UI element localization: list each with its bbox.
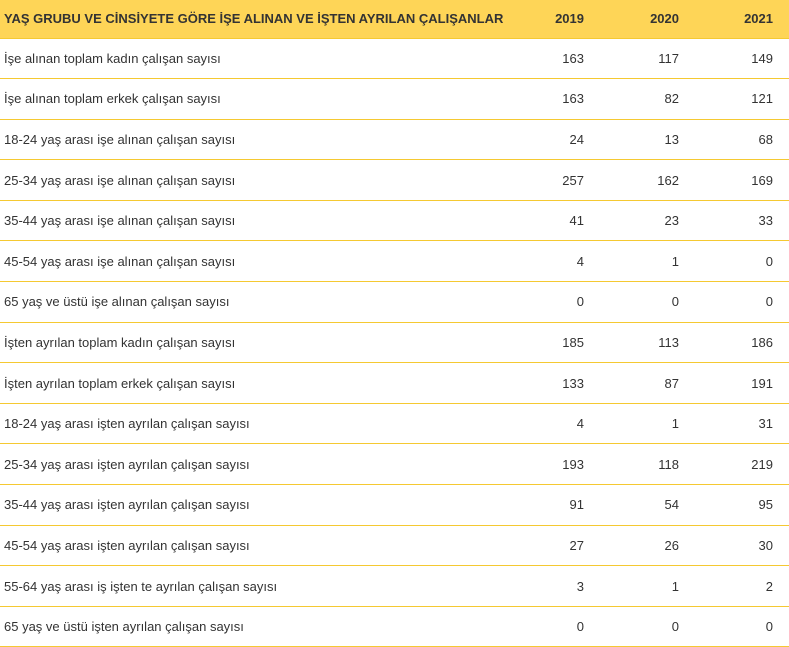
cell-2019: 91 — [569, 497, 584, 513]
table-body: İşe alınan toplam kadın çalışan sayısı 1… — [0, 38, 789, 647]
cell-2021: 169 — [751, 172, 773, 188]
cell-2021: 0 — [765, 294, 773, 310]
cell-2021: 30 — [758, 537, 773, 553]
cell-2020: 23 — [664, 213, 679, 229]
header-year-2020: 2020 — [650, 11, 679, 27]
cell-2021: 68 — [758, 131, 773, 147]
row-label: 25-34 yaş arası işe alınan çalışan sayıs… — [4, 172, 236, 188]
cell-2019: 0 — [576, 294, 584, 310]
table-row: 65 yaş ve üstü işten ayrılan çalışan say… — [0, 606, 789, 647]
cell-2020: 26 — [664, 537, 679, 553]
table-row: İşten ayrılan toplam kadın çalışan sayıs… — [0, 322, 789, 363]
table-row: 25-34 yaş arası işe alınan çalışan sayıs… — [0, 159, 789, 201]
row-label: 25-34 yaş arası işten ayrılan çalışan sa… — [4, 456, 250, 472]
cell-2020: 54 — [664, 497, 679, 513]
cell-2019: 0 — [576, 619, 584, 635]
row-label: 55-64 yaş arası iş işten te ayrılan çalı… — [4, 578, 278, 594]
cell-2021: 186 — [751, 334, 773, 350]
cell-2021: 33 — [758, 213, 773, 229]
cell-2021: 0 — [765, 619, 773, 635]
table-row: 45-54 yaş arası işe alınan çalışan sayıs… — [0, 240, 789, 282]
row-label: 35-44 yaş arası işe alınan çalışan sayıs… — [4, 213, 236, 229]
cell-2019: 27 — [569, 537, 584, 553]
table-row: 35-44 yaş arası işe alınan çalışan sayıs… — [0, 200, 789, 241]
header-title: YAŞ GRUBU VE CİNSİYETE GÖRE İŞE ALINAN V… — [4, 11, 504, 27]
cell-2019: 185 — [562, 334, 584, 350]
cell-2019: 193 — [562, 456, 584, 472]
cell-2019: 4 — [576, 253, 584, 269]
row-label: İşten ayrılan toplam erkek çalışan sayıs… — [4, 375, 236, 391]
row-label: 18-24 yaş arası işten ayrılan çalışan sa… — [4, 416, 250, 432]
cell-2020: 113 — [658, 334, 679, 350]
cell-2019: 3 — [576, 578, 584, 594]
cell-2021: 0 — [765, 253, 773, 269]
cell-2021: 95 — [758, 497, 773, 513]
cell-2019: 257 — [562, 172, 584, 188]
cell-2020: 118 — [658, 456, 679, 472]
table-row: İşten ayrılan toplam erkek çalışan sayıs… — [0, 362, 789, 404]
row-label: 45-54 yaş arası işten ayrılan çalışan sa… — [4, 537, 250, 553]
cell-2021: 2 — [765, 578, 773, 594]
row-label: 65 yaş ve üstü işe alınan çalışan sayısı — [4, 294, 230, 310]
table-row: 65 yaş ve üstü işe alınan çalışan sayısı… — [0, 281, 789, 323]
cell-2020: 87 — [664, 375, 679, 391]
cell-2019: 41 — [569, 213, 584, 229]
cell-2021: 31 — [758, 416, 773, 432]
cell-2019: 24 — [569, 131, 584, 147]
cell-2019: 163 — [562, 50, 584, 66]
table-header: YAŞ GRUBU VE CİNSİYETE GÖRE İŞE ALINAN V… — [0, 0, 789, 38]
row-label: 35-44 yaş arası işten ayrılan çalışan sa… — [4, 497, 250, 513]
table-row: 25-34 yaş arası işten ayrılan çalışan sa… — [0, 443, 789, 485]
cell-2019: 163 — [562, 91, 584, 107]
table-row: 45-54 yaş arası işten ayrılan çalışan sa… — [0, 525, 789, 566]
cell-2020: 82 — [664, 91, 679, 107]
row-label: İşten ayrılan toplam kadın çalışan sayıs… — [4, 334, 236, 350]
header-year-2019: 2019 — [555, 11, 584, 27]
header-row: YAŞ GRUBU VE CİNSİYETE GÖRE İŞE ALINAN V… — [0, 0, 789, 38]
cell-2021: 191 — [751, 375, 773, 391]
cell-2020: 0 — [671, 619, 679, 635]
cell-2019: 4 — [576, 416, 584, 432]
cell-2020: 0 — [671, 294, 679, 310]
header-year-2021: 2021 — [744, 11, 773, 27]
cell-2020: 1 — [671, 416, 679, 432]
cell-2020: 13 — [664, 131, 679, 147]
cell-2021: 121 — [751, 91, 773, 107]
cell-2020: 117 — [658, 50, 679, 66]
table-row: 35-44 yaş arası işten ayrılan çalışan sa… — [0, 484, 789, 526]
table-row: 18-24 yaş arası işten ayrılan çalışan sa… — [0, 403, 789, 444]
row-label: İşe alınan toplam erkek çalışan sayısı — [4, 91, 221, 107]
table-row: İşe alınan toplam kadın çalışan sayısı 1… — [0, 38, 789, 79]
cell-2020: 1 — [671, 578, 679, 594]
table-row: 18-24 yaş arası işe alınan çalışan sayıs… — [0, 119, 789, 160]
table-row: 55-64 yaş arası iş işten te ayrılan çalı… — [0, 565, 789, 607]
row-label: 45-54 yaş arası işe alınan çalışan sayıs… — [4, 253, 236, 269]
row-label: 18-24 yaş arası işe alınan çalışan sayıs… — [4, 131, 236, 147]
cell-2020: 1 — [671, 253, 679, 269]
row-label: 65 yaş ve üstü işten ayrılan çalışan say… — [4, 619, 244, 635]
cell-2019: 133 — [562, 375, 584, 391]
cell-2021: 149 — [751, 50, 773, 66]
cell-2020: 162 — [657, 172, 679, 188]
row-label: İşe alınan toplam kadın çalışan sayısı — [4, 50, 221, 66]
table-row: İşe alınan toplam erkek çalışan sayısı 1… — [0, 78, 789, 120]
cell-2021: 219 — [751, 456, 773, 472]
